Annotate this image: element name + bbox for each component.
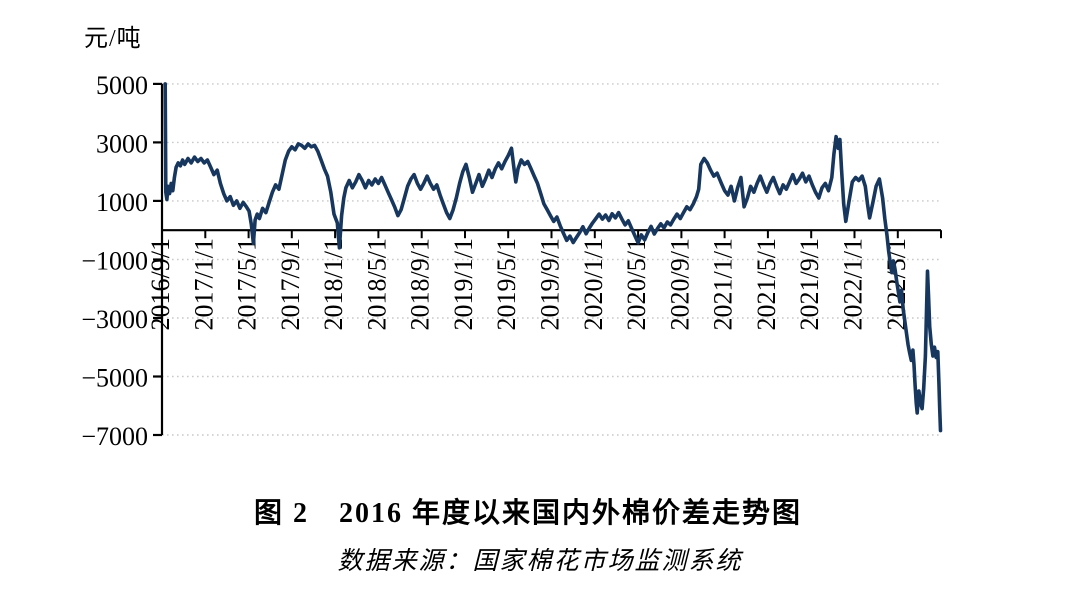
figure-title: 图 2 2016 年度以来国内外棉价差走势图 (253, 498, 802, 529)
x-tick-label: 2020/1/1 (579, 238, 608, 330)
x-tick-label: 2017/5/1 (233, 238, 262, 330)
y-tick-label: −1000 (81, 247, 148, 276)
x-tick-label: 2020/5/1 (622, 238, 651, 330)
x-tick-label: 2019/5/1 (492, 238, 521, 330)
y-tick-label: −5000 (81, 364, 148, 393)
x-tick-label: 2020/9/1 (665, 238, 694, 330)
x-tick-label: 2021/5/1 (752, 238, 781, 330)
y-tick-label: −3000 (81, 305, 148, 334)
x-tick-label: 2018/1/1 (319, 238, 348, 330)
x-tick-label: 2019/1/1 (449, 238, 478, 330)
x-tick-label: 2018/5/1 (362, 238, 391, 330)
x-tick-label: 2016/9/1 (146, 238, 175, 330)
x-tick-label: 2021/1/1 (709, 238, 738, 330)
x-tick-label: 2019/9/1 (536, 238, 565, 330)
x-tick-label: 2017/1/1 (189, 238, 218, 330)
y-axis-unit-label: 元/吨 (84, 26, 142, 52)
price-spread-line (163, 82, 943, 433)
y-tick-label: 1000 (96, 188, 148, 217)
y-tick-label: 3000 (96, 129, 148, 158)
x-tick-label: 2017/9/1 (276, 238, 305, 330)
x-tick-label: 2018/9/1 (406, 238, 435, 330)
x-tick-label: 2022/1/1 (839, 238, 868, 330)
figure-source-note: 数据来源：国家棉花市场监测系统 (337, 548, 743, 575)
y-tick-label: 5000 (96, 71, 148, 100)
y-tick-label: −7000 (81, 422, 148, 451)
x-tick-label: 2021/9/1 (795, 238, 824, 330)
